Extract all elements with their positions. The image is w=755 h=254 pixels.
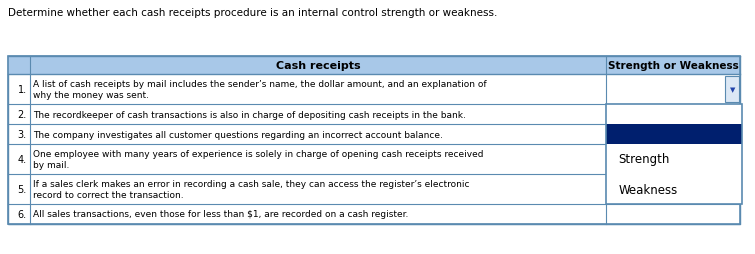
Text: 3.: 3. bbox=[17, 130, 26, 139]
Bar bbox=[606, 124, 740, 145]
Bar bbox=[606, 105, 740, 124]
Text: Cash receipts: Cash receipts bbox=[276, 61, 360, 71]
Bar bbox=[606, 174, 740, 204]
Text: 2.: 2. bbox=[17, 109, 26, 120]
Text: Weakness: Weakness bbox=[618, 183, 677, 196]
Text: Weakness: Weakness bbox=[646, 184, 701, 194]
Bar bbox=[8, 57, 740, 224]
Text: Strength or Weakness: Strength or Weakness bbox=[608, 61, 738, 71]
Text: Strength: Strength bbox=[618, 153, 670, 166]
Text: 4.: 4. bbox=[17, 154, 26, 164]
Bar bbox=[8, 57, 740, 224]
Bar bbox=[606, 105, 742, 204]
Text: Determine whether each cash receipts procedure is an internal control strength o: Determine whether each cash receipts pro… bbox=[8, 8, 498, 18]
Text: If a sales clerk makes an error in recording a cash sale, they can access the re: If a sales clerk makes an error in recor… bbox=[32, 179, 469, 199]
Text: ▼: ▼ bbox=[729, 87, 735, 93]
Text: All sales transactions, even those for less than $1, are recorded on a cash regi: All sales transactions, even those for l… bbox=[32, 210, 408, 219]
Bar bbox=[606, 204, 740, 224]
Bar bbox=[8, 57, 740, 75]
Text: A list of cash receipts by mail includes the sender’s name, the dollar amount, a: A list of cash receipts by mail includes… bbox=[32, 80, 486, 100]
Bar bbox=[606, 105, 742, 204]
Text: The company investigates all customer questions regarding an incorrect account b: The company investigates all customer qu… bbox=[32, 130, 442, 139]
Text: 6.: 6. bbox=[17, 209, 26, 219]
Text: The recordkeeper of cash transactions is also in charge of depositing cash recei: The recordkeeper of cash transactions is… bbox=[32, 110, 466, 119]
Bar bbox=[606, 75, 740, 105]
Bar bbox=[606, 145, 740, 174]
Text: 5.: 5. bbox=[17, 184, 26, 194]
Text: One employee with many years of experience is solely in charge of opening cash r: One employee with many years of experien… bbox=[32, 149, 483, 170]
Bar bbox=[726, 77, 739, 103]
Text: Strength: Strength bbox=[649, 154, 698, 164]
Bar bbox=[606, 124, 742, 145]
Text: 1.: 1. bbox=[17, 85, 26, 95]
